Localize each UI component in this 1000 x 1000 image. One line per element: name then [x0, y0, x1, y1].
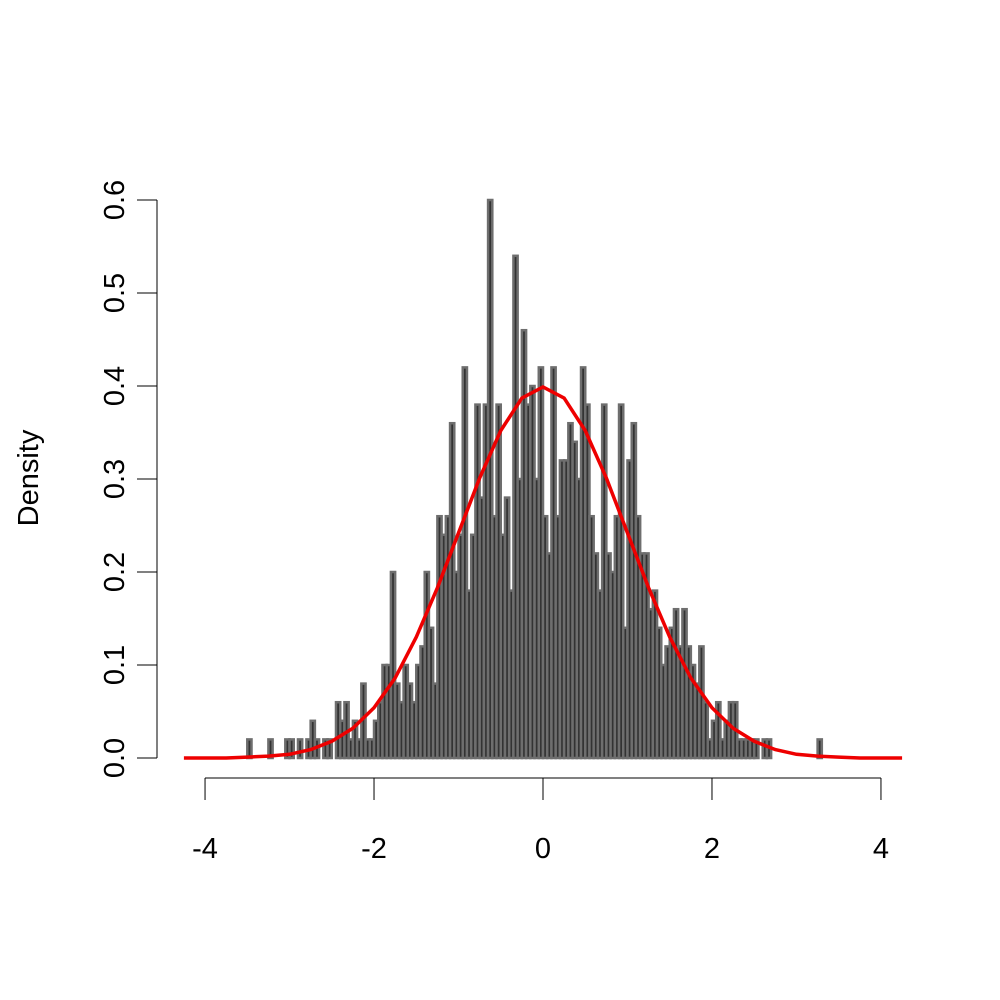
bar	[389, 570, 397, 760]
y-tick-label: 0.3	[99, 459, 131, 499]
y-tick-label: 0.5	[99, 273, 131, 313]
y-tick-label: 0.1	[99, 645, 131, 685]
y-tick-label: 0.0	[99, 738, 131, 778]
y-tick-label: 0.6	[99, 180, 131, 220]
bar	[296, 738, 304, 760]
bar	[326, 738, 334, 760]
bar	[617, 403, 625, 760]
bar	[267, 738, 274, 760]
bar	[714, 700, 722, 760]
bar	[288, 738, 296, 760]
bar	[702, 700, 710, 760]
bar	[486, 198, 494, 760]
x-tick-label: 4	[873, 833, 889, 865]
x-tick-label: 0	[535, 833, 551, 865]
y-axis-label: Density	[13, 429, 45, 526]
x-tick-label: 2	[704, 833, 720, 865]
density-curve	[183, 384, 903, 760]
y-tick-label: 0.2	[99, 552, 131, 592]
x-tick-label: -4	[192, 833, 218, 865]
bar	[461, 366, 469, 760]
x-tick-label: -2	[361, 833, 387, 865]
bar	[752, 738, 760, 760]
y-tick-label: 0.4	[99, 366, 131, 406]
bar	[816, 738, 824, 760]
